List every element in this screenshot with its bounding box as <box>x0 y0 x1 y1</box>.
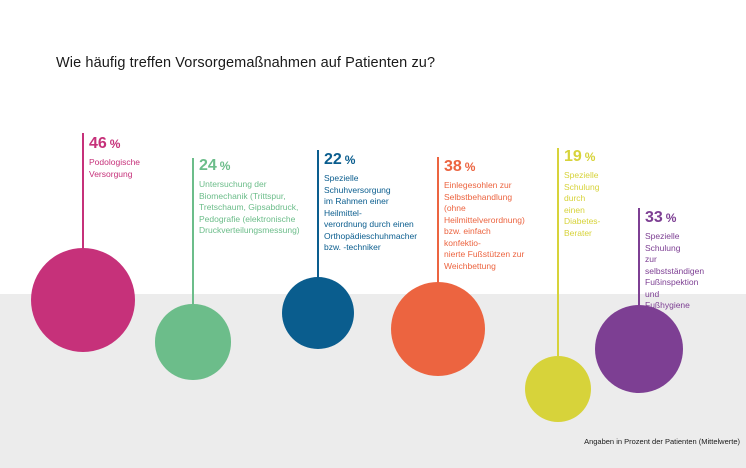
category-label: Einlegesohlen zur Selbstbehandlung (ohne… <box>444 180 525 271</box>
value-bubble <box>390 281 486 377</box>
percent-sign: % <box>344 153 356 167</box>
category-label: Untersuchung der Biomechanik (Trittspur,… <box>199 179 300 235</box>
percent-sign: % <box>584 150 596 164</box>
value-bubble <box>524 355 592 423</box>
percent-value: 46 <box>89 135 107 152</box>
percent-value: 38 <box>444 158 462 175</box>
percent-sign: % <box>109 137 121 151</box>
category-label: Spezielle Schuhversorgung im Rahmen eine… <box>324 173 418 252</box>
category-label: Spezielle Schulung zur selbstständigen F… <box>645 231 705 310</box>
value-bubble <box>594 304 684 394</box>
percent-value: 33 <box>645 209 663 226</box>
percent-value: 22 <box>324 151 342 168</box>
percent-sign: % <box>219 159 231 173</box>
percent-label: 24% <box>199 158 230 174</box>
chart-title: Wie häufig treffen Vorsorgemaßnahmen auf… <box>56 55 436 71</box>
percent-value: 24 <box>199 157 217 174</box>
value-bubble <box>155 304 231 380</box>
value-bubble <box>282 277 354 349</box>
stem-line <box>317 150 319 313</box>
percent-label: 38% <box>444 159 475 175</box>
percent-label: 19% <box>564 149 595 165</box>
percent-label: 33% <box>645 210 676 226</box>
percent-sign: % <box>665 211 677 225</box>
category-label: Podologische Versorgung <box>89 157 141 179</box>
stem-line <box>557 148 559 389</box>
percent-value: 19 <box>564 148 582 165</box>
value-bubble <box>31 248 135 352</box>
percent-label: 22% <box>324 152 355 168</box>
stem-line <box>638 208 640 349</box>
stem-line <box>437 157 439 329</box>
percent-sign: % <box>464 160 476 174</box>
percent-label: 46% <box>89 136 120 152</box>
stem-line <box>192 158 194 342</box>
category-label: Spezielle Schulung durch einen Diabetes-… <box>564 170 601 238</box>
source-note: Angaben in Prozent der Patienten (Mittel… <box>584 437 740 446</box>
stem-line <box>82 133 84 300</box>
